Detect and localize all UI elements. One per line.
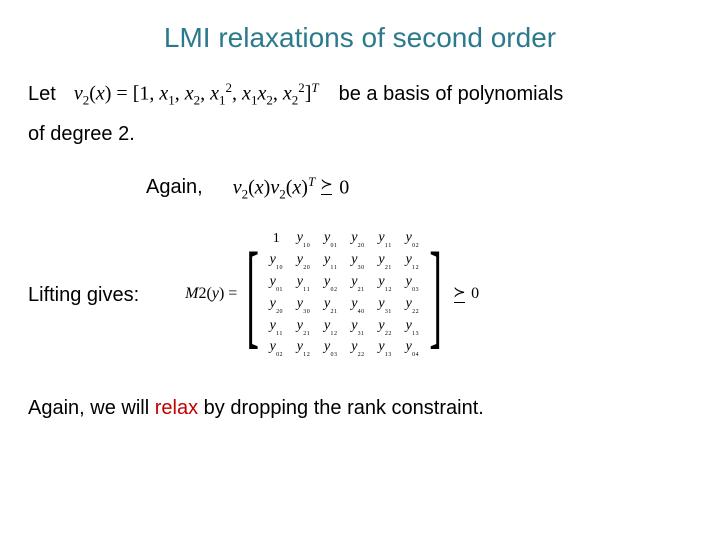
left-bracket-icon: [: [247, 242, 260, 346]
psd-outer-product: v2(x)v2(x)T 0: [233, 174, 349, 203]
basis-vector-math: v2(x) = [1, x1, x2, x12, x1x2, x22]T: [74, 80, 319, 109]
final-prefix: Again, we will: [28, 397, 155, 419]
slide-title: LMI relaxations of second order: [28, 22, 692, 54]
moment-matrix-label: M2(y) =: [185, 285, 237, 303]
basis-suffix: be a basis of polynomials: [339, 83, 564, 106]
relax-word: relax: [155, 397, 198, 419]
lifting-row: Lifting gives: M2(y) = [ 1y₁₀y₀₁y₂₀y₁₁y₀…: [28, 228, 692, 359]
succeq-icon: [320, 179, 334, 193]
lifting-label: Lifting gives:: [28, 228, 139, 307]
again-row: Again, v2(x)v2(x)T 0: [146, 174, 692, 203]
moment-matrix-table: 1y₁₀y₀₁y₂₀y₁₁y₀₂y₁₀y₂₀y₁₁y₃₀y₂₁y₁₂y₀₁y₁₁…: [263, 228, 426, 359]
line-degree: of degree 2.: [28, 123, 692, 146]
right-bracket-icon: ]: [429, 242, 442, 346]
slide: LMI relaxations of second order Let v2(x…: [0, 0, 720, 540]
let-label: Let: [28, 83, 56, 106]
again-label: Again,: [146, 176, 203, 199]
succeq-zero: 0: [449, 285, 479, 303]
moment-matrix-block: M2(y) = [ 1y₁₀y₀₁y₂₀y₁₁y₀₂y₁₀y₂₀y₁₁y₃₀y₂…: [185, 228, 479, 359]
final-line: Again, we will relax by dropping the ran…: [28, 397, 692, 420]
succeq-icon: [453, 287, 467, 301]
line-basis: Let v2(x) = [1, x1, x2, x12, x1x2, x22]T…: [28, 80, 692, 109]
final-suffix: by dropping the rank constraint.: [198, 397, 484, 419]
